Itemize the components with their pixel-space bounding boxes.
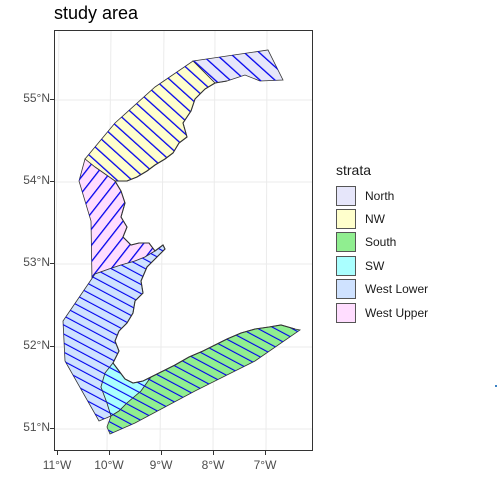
stratum-south-hatch xyxy=(107,325,300,434)
legend-swatch xyxy=(336,185,356,206)
stratum-west-lower-hatch xyxy=(63,245,165,421)
legend-label: NW xyxy=(365,212,385,227)
legend-label: West Upper xyxy=(365,305,429,320)
stratum-sw-hatch xyxy=(101,363,151,416)
y-tick-label: 52°N xyxy=(23,338,50,352)
x-tick-label: 10°W xyxy=(94,458,124,472)
legend-item-sw: SW xyxy=(336,254,428,277)
stratum-west-upper-hatch xyxy=(79,159,155,281)
y-tick-label: 51°N xyxy=(23,420,50,434)
legend-label: North xyxy=(365,188,395,203)
y-tick xyxy=(50,181,54,182)
stray-mark xyxy=(495,385,497,387)
y-tick xyxy=(50,428,54,429)
x-tick-label: 11°W xyxy=(42,458,72,472)
legend-swatch xyxy=(336,209,356,230)
legend-item-south: South xyxy=(336,231,428,254)
legend-item-north: North xyxy=(336,184,428,207)
y-tick xyxy=(50,99,54,100)
y-tick-label: 54°N xyxy=(23,173,50,187)
stratum-north-hatch xyxy=(193,50,283,83)
legend-label: West Lower xyxy=(365,282,429,297)
legend-swatch xyxy=(336,255,356,276)
legend-swatch xyxy=(336,279,356,300)
x-tick-label: 8°W xyxy=(201,458,225,472)
y-tick-label: 53°N xyxy=(23,255,50,269)
x-tick-label: 7°W xyxy=(253,458,277,472)
legend-item-nw: NW xyxy=(336,207,428,230)
legend-label: SW xyxy=(365,258,385,273)
x-tick xyxy=(265,451,266,455)
map-svg xyxy=(52,30,312,451)
legend-item-west-lower: West Lower xyxy=(336,278,428,301)
x-tick xyxy=(57,451,58,455)
legend-label: South xyxy=(365,235,397,250)
legend-title: strata xyxy=(336,162,372,178)
map-panel xyxy=(52,30,313,451)
legend-item-west-upper: West Upper xyxy=(336,301,428,324)
y-tick xyxy=(50,263,54,264)
legend-swatch xyxy=(336,302,356,323)
x-tick xyxy=(109,451,110,455)
y-tick-label: 55°N xyxy=(23,91,50,105)
x-tick xyxy=(213,451,214,455)
x-tick xyxy=(161,451,162,455)
map-title: study area xyxy=(54,3,139,23)
legend-swatch xyxy=(336,232,356,253)
legend: strata North NW South SW West Lower West… xyxy=(336,162,428,324)
y-tick xyxy=(50,346,54,347)
stratum-nw-hatch xyxy=(85,61,215,181)
x-tick-label: 9°W xyxy=(149,458,173,472)
coastline xyxy=(112,80,296,384)
